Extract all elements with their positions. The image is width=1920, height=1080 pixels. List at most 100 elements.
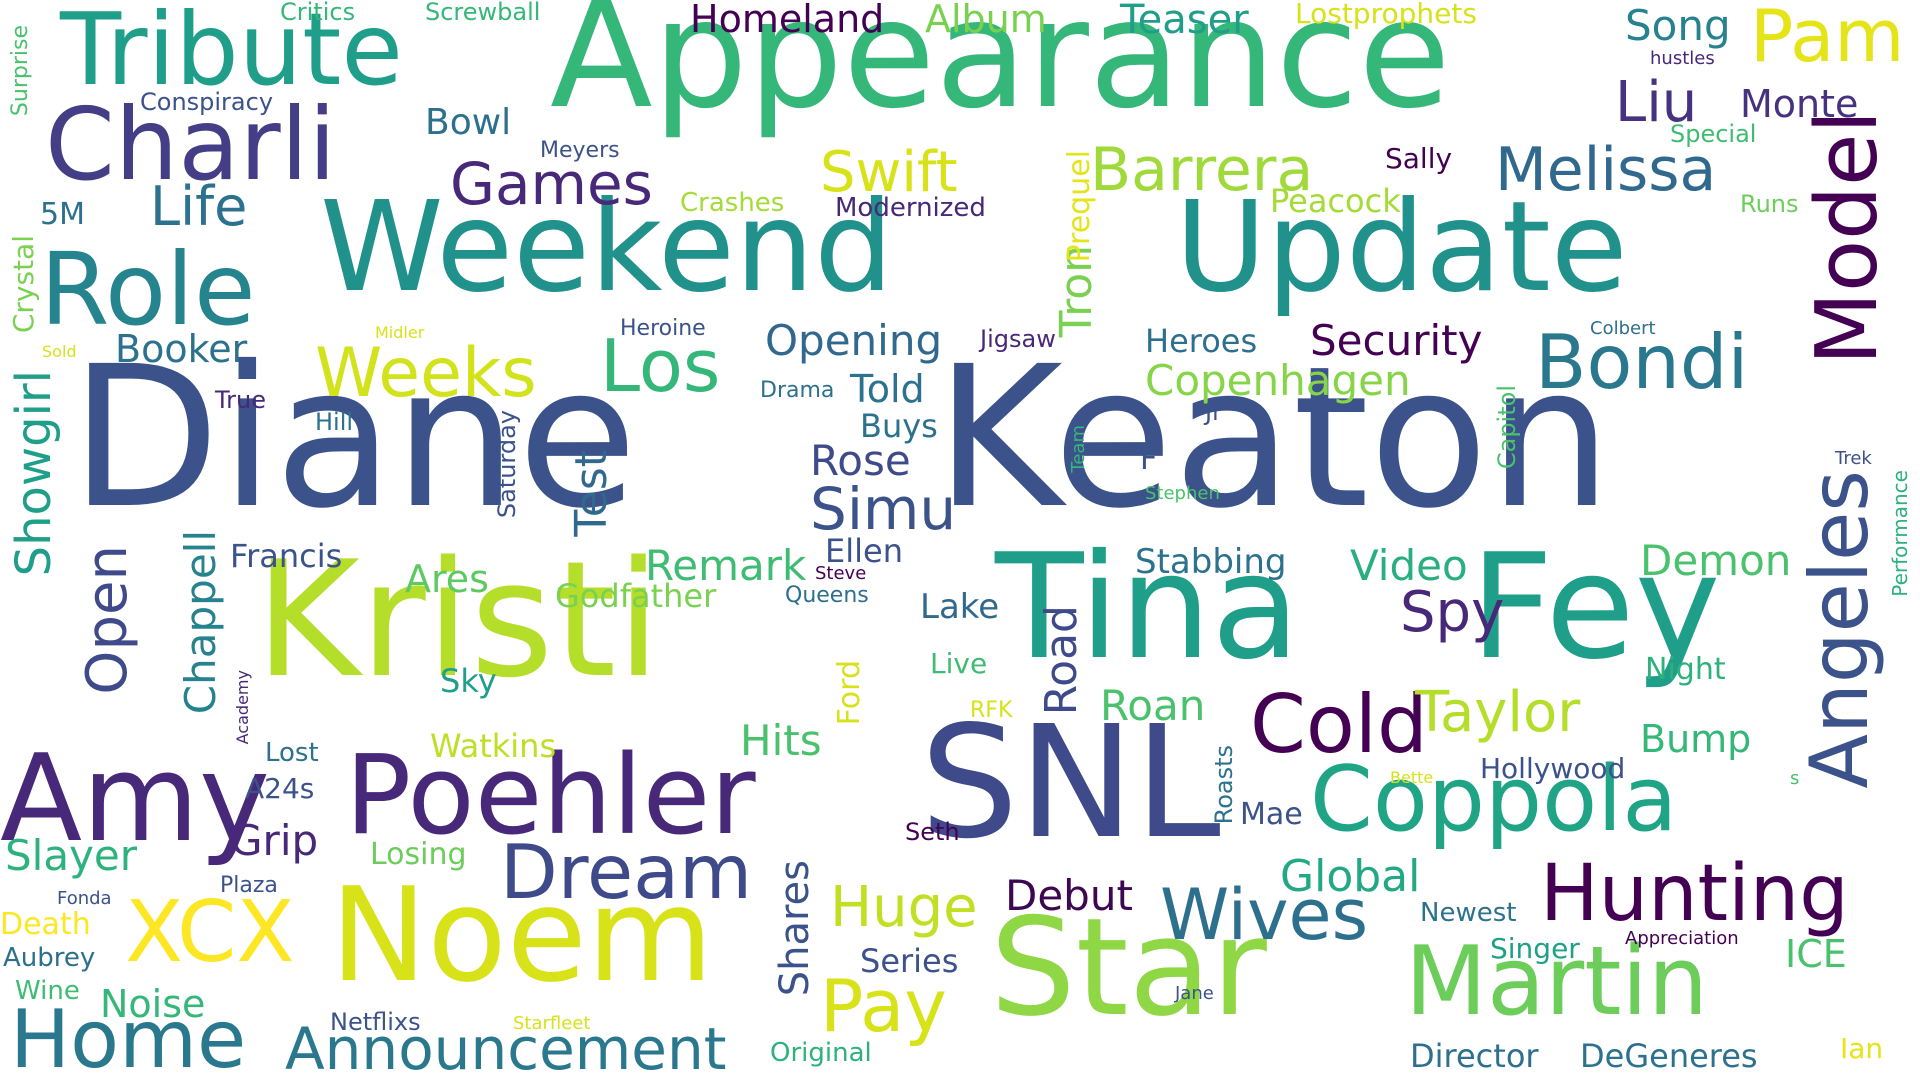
cloud-word: Ellen bbox=[825, 532, 903, 570]
cloud-word: Life bbox=[150, 175, 248, 238]
cloud-word: Bump bbox=[1640, 717, 1752, 761]
cloud-word: Opening bbox=[765, 316, 943, 365]
cloud-word: Booker bbox=[115, 327, 248, 371]
cloud-word: Director bbox=[1410, 1037, 1539, 1075]
cloud-word: True bbox=[215, 386, 266, 414]
cloud-word: Taylor bbox=[1415, 680, 1581, 745]
cloud-word: Modernized bbox=[835, 193, 986, 223]
cloud-word: Appreciation bbox=[1625, 928, 1739, 949]
cloud-word: Live bbox=[930, 647, 988, 680]
cloud-word: Charli bbox=[45, 86, 337, 203]
cloud-word: Test bbox=[566, 450, 617, 537]
cloud-word: Roasts bbox=[1210, 745, 1238, 825]
cloud-word: Wives bbox=[1160, 874, 1369, 956]
cloud-word: Drama bbox=[760, 378, 835, 403]
cloud-word: Swift bbox=[820, 140, 958, 205]
cloud-word: Colbert bbox=[1590, 318, 1656, 339]
cloud-word: Saturday bbox=[493, 410, 521, 519]
cloud-word: Hunting bbox=[1540, 849, 1849, 939]
cloud-word: Shares bbox=[772, 860, 818, 997]
cloud-word: Games bbox=[450, 150, 653, 218]
cloud-word: Team bbox=[1068, 425, 1089, 473]
cloud-word: Ian bbox=[1840, 1032, 1884, 1065]
cloud-word: Midler bbox=[375, 323, 425, 342]
cloud-word: Showgirl bbox=[6, 370, 62, 577]
cloud-word: XCX bbox=[125, 883, 295, 982]
cloud-word: Bowl bbox=[425, 102, 512, 143]
cloud-word: Jr bbox=[1205, 398, 1222, 426]
cloud-word: Watkins bbox=[430, 727, 557, 765]
cloud-word: s bbox=[1790, 768, 1800, 789]
cloud-word: Stephen bbox=[1145, 483, 1220, 504]
cloud-word: Screwball bbox=[425, 0, 541, 26]
cloud-word: Stabbing bbox=[1135, 542, 1287, 582]
cloud-word: Weekend bbox=[320, 175, 894, 320]
cloud-word: Academy bbox=[233, 670, 252, 745]
cloud-word: Lost bbox=[265, 738, 319, 768]
cloud-word: Weeks bbox=[315, 334, 537, 413]
cloud-word: Poehler bbox=[345, 731, 756, 859]
cloud-word: Lake bbox=[920, 587, 1000, 627]
cloud-word: Noem bbox=[330, 859, 714, 1011]
cloud-word: Runs bbox=[1740, 190, 1799, 218]
cloud-word: Wine bbox=[15, 976, 80, 1006]
cloud-word: Heroine bbox=[620, 316, 706, 341]
cloud-word: Plaza bbox=[220, 873, 278, 898]
cloud-word: Coppola bbox=[1310, 747, 1678, 852]
cloud-word: Barrera bbox=[1090, 135, 1314, 205]
cloud-word: Original bbox=[770, 1038, 872, 1068]
cloud-word: Losing bbox=[370, 837, 467, 872]
cloud-word: Surprise bbox=[8, 25, 33, 117]
cloud-word: Fey bbox=[1470, 523, 1721, 692]
cloud-word: Keaton bbox=[935, 324, 1612, 551]
cloud-word: Noise bbox=[100, 982, 206, 1026]
cloud-word: Ares bbox=[405, 557, 489, 601]
cloud-word: Fonda bbox=[57, 888, 112, 909]
cloud-word: Performance bbox=[1888, 470, 1912, 597]
cloud-word: RFK bbox=[970, 698, 1013, 723]
cloud-word: Cold bbox=[1250, 678, 1428, 771]
cloud-word: Hits bbox=[740, 716, 822, 765]
cloud-word: Mae bbox=[1240, 797, 1303, 832]
cloud-word: Jane bbox=[1175, 983, 1214, 1004]
cloud-word: Homeland bbox=[690, 0, 885, 41]
cloud-word: Amy bbox=[0, 730, 270, 869]
cloud-word: Album bbox=[925, 0, 1047, 41]
cloud-word: Told bbox=[850, 367, 925, 411]
cloud-word: Home bbox=[10, 993, 247, 1080]
cloud-word: Tina bbox=[995, 523, 1301, 692]
cloud-word: Hollywood bbox=[1480, 752, 1626, 785]
cloud-word: Netflixs bbox=[330, 1008, 421, 1036]
cloud-word: Prequel bbox=[1062, 150, 1097, 263]
cloud-word: Sky bbox=[440, 662, 497, 700]
cloud-word: Road bbox=[1036, 605, 1087, 716]
cloud-word: Francis bbox=[230, 537, 343, 575]
cloud-word: Buys bbox=[860, 407, 938, 445]
cloud-word: SNL bbox=[920, 692, 1221, 873]
cloud-word: Seth bbox=[905, 818, 960, 846]
cloud-word: hustles bbox=[1650, 48, 1715, 69]
cloud-word: 5M bbox=[40, 197, 85, 232]
cloud-word: Star bbox=[990, 889, 1267, 1046]
cloud-word: Security bbox=[1310, 316, 1483, 365]
cloud-word: Martin bbox=[1405, 927, 1709, 1037]
cloud-word: Critics bbox=[280, 0, 356, 26]
cloud-word: Monte bbox=[1740, 82, 1859, 126]
cloud-word: Role bbox=[40, 231, 256, 348]
cloud-word: Pay bbox=[820, 964, 947, 1048]
cloud-word: Aubrey bbox=[3, 943, 96, 973]
cloud-word: Conspiracy bbox=[140, 88, 274, 116]
cloud-word: Spy bbox=[1400, 580, 1505, 645]
cloud-word: Heroes bbox=[1145, 322, 1258, 360]
cloud-word: A24s bbox=[245, 772, 315, 805]
cloud-word: Godfather bbox=[555, 577, 717, 615]
cloud-word: Announcement bbox=[285, 1015, 727, 1080]
cloud-word: Melissa bbox=[1495, 135, 1717, 205]
cloud-word: Appearance bbox=[550, 0, 1451, 142]
cloud-word: Bondi bbox=[1535, 318, 1749, 406]
cloud-word: Global bbox=[1280, 851, 1421, 902]
cloud-word: Jigsaw bbox=[980, 325, 1056, 353]
cloud-word: Model bbox=[1798, 110, 1897, 366]
cloud-word: Tribute bbox=[60, 0, 403, 108]
cloud-word: ICE bbox=[1785, 932, 1847, 976]
